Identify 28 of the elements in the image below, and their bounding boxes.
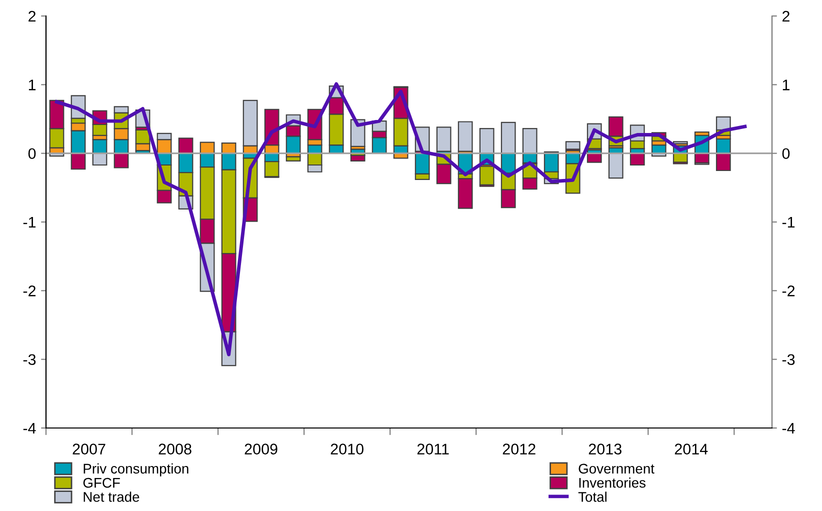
y-tick-label: 0 [28, 148, 36, 160]
y-tick-label: -1 [23, 217, 36, 228]
legend-label: Government [578, 464, 654, 474]
y2-tick-label: -4 [782, 423, 795, 434]
x-tick-label: 2014 [674, 444, 708, 454]
y2-tick-label: -3 [782, 354, 795, 366]
y2-tick-label: -1 [782, 217, 795, 228]
x-tick-label: 2013 [588, 444, 622, 454]
x-tick-label: 2008 [158, 444, 192, 454]
y-tick-label: 2 [28, 10, 36, 22]
x-tick-label: 2007 [72, 444, 106, 454]
legend-label: GFCF [83, 478, 120, 488]
x-tick-label: 2010 [330, 444, 364, 454]
y-tick-label: 1 [28, 80, 36, 90]
x-tick-label: 2012 [502, 444, 536, 454]
legend-label: Net trade [84, 492, 140, 502]
legend-label: Total [578, 492, 606, 502]
y-tick-label: -3 [23, 354, 36, 366]
x-tick-label: 2009 [244, 444, 278, 454]
legend-label: Priv consumption [84, 463, 188, 476]
x-tick-label: 2011 [417, 444, 449, 454]
y2-tick-label: 0 [782, 148, 790, 160]
y2-tick-label: 1 [782, 80, 790, 90]
y2-tick-label: -2 [782, 286, 795, 296]
y-tick-label: -2 [23, 286, 36, 296]
y2-tick-label: 2 [782, 10, 790, 22]
y-tick-label: -4 [23, 423, 36, 434]
legend-label: Inventories [579, 478, 646, 488]
